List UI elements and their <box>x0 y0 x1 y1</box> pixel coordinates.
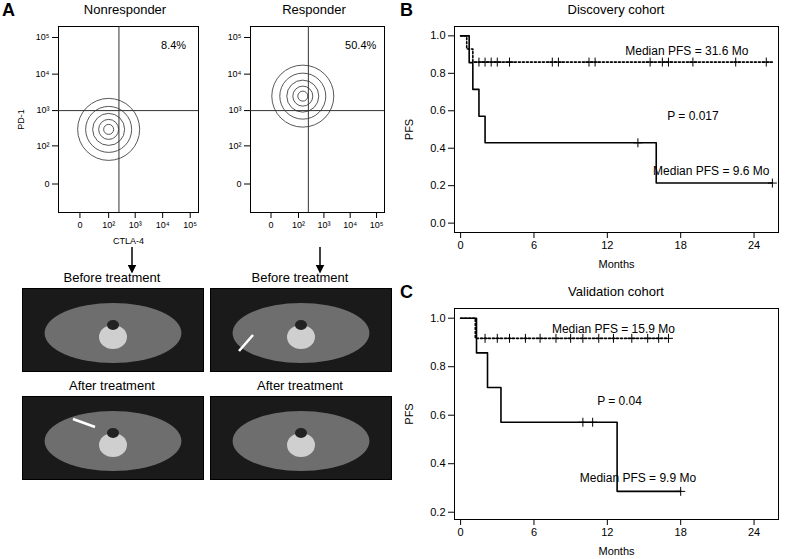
svg-text:0.4: 0.4 <box>430 457 445 469</box>
svg-text:CTLA-4: CTLA-4 <box>113 236 144 246</box>
svg-text:Median PFS = 31.6 Mo: Median PFS = 31.6 Mo <box>625 44 748 58</box>
svg-text:12: 12 <box>601 526 613 538</box>
html-text:A: A <box>2 0 15 20</box>
svg-text:6: 6 <box>531 526 537 538</box>
svg-text:Median PFS = 9.6 Mo: Median PFS = 9.6 Mo <box>653 164 770 178</box>
svg-text:18: 18 <box>675 526 687 538</box>
svg-text:10³: 10³ <box>129 220 142 230</box>
svg-text:10⁵: 10⁵ <box>183 220 197 230</box>
svg-text:0.4: 0.4 <box>430 142 445 154</box>
html-text:Responder: Responder <box>282 2 346 17</box>
svg-text:0.6: 0.6 <box>430 104 445 116</box>
html-text:After treatment: After treatment <box>69 378 155 393</box>
svg-text:PFS: PFS <box>403 119 415 140</box>
svg-text:12: 12 <box>601 239 613 251</box>
svg-text:8.4%: 8.4% <box>161 39 186 51</box>
html-text:Validation cohort: Validation cohort <box>568 284 664 299</box>
html-text:Before treatment: Before treatment <box>251 270 349 285</box>
svg-text:0: 0 <box>458 526 464 538</box>
svg-text:1.0: 1.0 <box>430 29 445 41</box>
svg-text:10⁵: 10⁵ <box>228 32 242 42</box>
svg-text:10⁴: 10⁴ <box>228 69 242 79</box>
svg-text:10³: 10³ <box>228 105 241 115</box>
svg-text:50.4%: 50.4% <box>345 39 376 51</box>
html-text:Nonresponder: Nonresponder <box>83 2 167 17</box>
svg-text:18: 18 <box>675 239 687 251</box>
svg-text:10⁴: 10⁴ <box>343 220 357 230</box>
svg-text:0.2: 0.2 <box>430 179 445 191</box>
svg-text:0.2: 0.2 <box>430 506 445 518</box>
svg-text:0: 0 <box>236 179 241 189</box>
svg-text:6: 6 <box>531 239 537 251</box>
html-text:Discovery cohort: Discovery cohort <box>567 2 665 17</box>
html-text:B: B <box>400 0 413 20</box>
svg-text:24: 24 <box>748 239 760 251</box>
svg-text:10⁵: 10⁵ <box>36 32 50 42</box>
svg-text:0: 0 <box>269 220 274 230</box>
html-text:After treatment: After treatment <box>257 378 343 393</box>
svg-text:PFS: PFS <box>403 403 415 424</box>
svg-text:10²: 10² <box>36 141 49 151</box>
svg-text:10²: 10² <box>102 220 115 230</box>
svg-text:0.8: 0.8 <box>430 360 445 372</box>
svg-text:PD-1: PD-1 <box>16 109 26 130</box>
svg-text:Months: Months <box>598 545 635 557</box>
svg-text:0: 0 <box>77 220 82 230</box>
html-text:Before treatment: Before treatment <box>63 270 161 285</box>
svg-text:10³: 10³ <box>36 105 49 115</box>
svg-text:24: 24 <box>748 526 760 538</box>
svg-text:1.0: 1.0 <box>430 312 445 324</box>
svg-text:Months: Months <box>598 258 635 270</box>
svg-text:0.6: 0.6 <box>430 409 445 421</box>
svg-text:0.0: 0.0 <box>430 217 445 229</box>
svg-text:10³: 10³ <box>317 220 330 230</box>
svg-text:P = 0.04: P = 0.04 <box>597 394 642 408</box>
svg-text:Median PFS = 15.9 Mo: Median PFS = 15.9 Mo <box>552 322 675 336</box>
svg-text:0: 0 <box>458 239 464 251</box>
svg-text:10²: 10² <box>228 141 241 151</box>
svg-text:10⁵: 10⁵ <box>370 220 384 230</box>
svg-text:0.8: 0.8 <box>430 67 445 79</box>
svg-text:10⁴: 10⁴ <box>36 69 50 79</box>
svg-text:P = 0.017: P = 0.017 <box>667 109 719 123</box>
svg-text:10⁴: 10⁴ <box>156 220 170 230</box>
svg-text:10²: 10² <box>292 220 305 230</box>
html-text:C: C <box>400 282 413 302</box>
svg-text:Median PFS = 9.9 Mo: Median PFS = 9.9 Mo <box>580 471 697 485</box>
svg-text:0: 0 <box>44 179 49 189</box>
